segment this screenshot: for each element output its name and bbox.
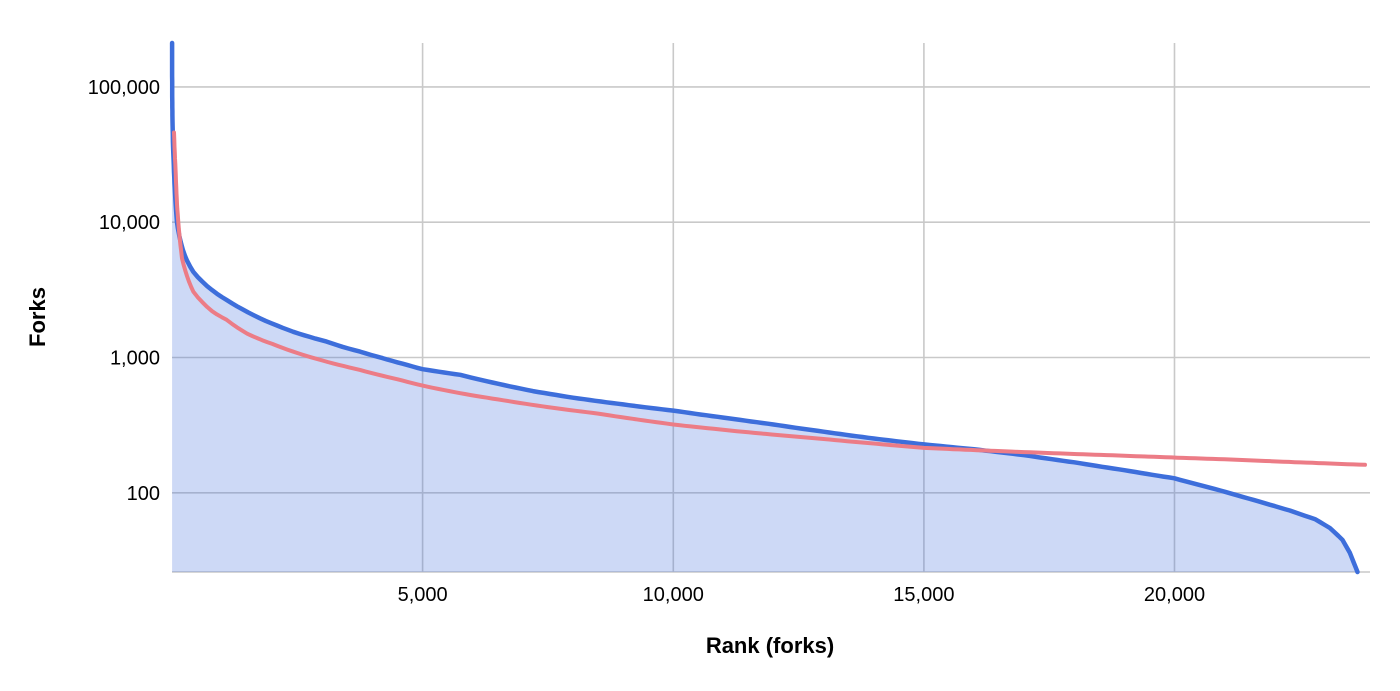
gridlines (172, 43, 1370, 572)
y-axis-title: Forks (25, 287, 50, 347)
y-tick-100000: 100,000 (88, 77, 160, 99)
x-axis-tick-labels: 5,000 10,000 15,000 20,000 (398, 584, 1206, 606)
x-tick-5000: 5,000 (398, 584, 448, 606)
y-tick-1000: 1,000 (110, 348, 160, 370)
y-axis-tick-labels: 100 1,000 10,000 100,000 (88, 77, 160, 505)
x-axis-title: Rank (forks) (706, 633, 834, 658)
forks-line (169, 40, 1360, 575)
x-tick-10000: 10,000 (643, 584, 704, 606)
y-tick-100: 100 (127, 483, 160, 505)
y-tick-10000: 10,000 (99, 212, 160, 234)
power-law-fit-line (172, 130, 1367, 467)
x-tick-20000: 20,000 (1144, 584, 1205, 606)
forks-area-fill (172, 43, 1358, 572)
x-tick-15000: 15,000 (893, 584, 954, 606)
